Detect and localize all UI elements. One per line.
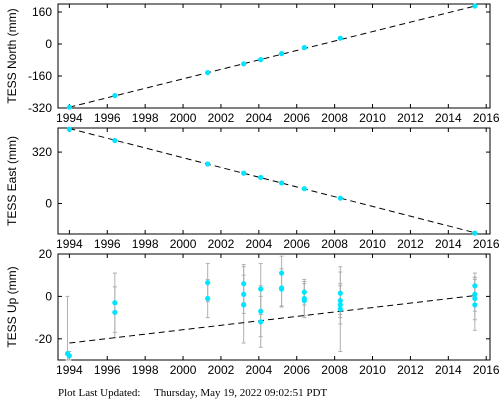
north-xtick-label: 2006 xyxy=(283,111,310,125)
up-data-point xyxy=(337,302,343,308)
east-xtick-label: 1994 xyxy=(56,237,83,251)
up-data-point xyxy=(472,295,478,302)
north-data-point xyxy=(258,57,264,63)
east-ylabel: TESS East (mm) xyxy=(5,136,19,226)
up-data-point xyxy=(337,290,343,296)
up-data-point xyxy=(241,302,247,308)
up-data-point xyxy=(301,298,307,304)
east-data-point xyxy=(258,174,264,181)
north-data-point xyxy=(472,3,478,9)
north-frame xyxy=(57,3,491,109)
up-xtick-label: 2016 xyxy=(473,363,500,377)
up-data-point xyxy=(472,302,478,308)
up-data-point xyxy=(112,300,118,306)
up-ytick-label: -20 xyxy=(35,332,53,346)
north-data-point xyxy=(337,35,343,41)
east-trend-line xyxy=(69,127,477,234)
up-xtick-label: 2004 xyxy=(245,363,272,377)
east-xtick-label: 1998 xyxy=(132,237,159,251)
up-data-point xyxy=(258,286,264,292)
east-data-point xyxy=(112,137,118,144)
east-frame xyxy=(57,127,491,235)
north-xtick-label: 2016 xyxy=(473,111,500,125)
up-xtick-label: 2006 xyxy=(283,363,310,377)
east-xtick-label: 2016 xyxy=(473,237,500,251)
north-xtick-label: 2012 xyxy=(397,111,424,125)
east-xtick-label: 2012 xyxy=(397,237,424,251)
up-data-point xyxy=(258,308,264,314)
up-ytick-label: 20 xyxy=(39,247,53,261)
up-data-point xyxy=(301,289,307,295)
east-data-point xyxy=(301,186,307,192)
east-xtick-label: 2008 xyxy=(321,237,348,251)
up-data-point xyxy=(241,281,247,287)
up-xtick-label: 2000 xyxy=(170,363,197,377)
east-xtick-label: 2010 xyxy=(359,237,386,251)
up-data-point xyxy=(472,291,478,297)
up-ylabel: TESS Up (mm) xyxy=(5,266,19,347)
up-data-point xyxy=(278,270,285,276)
east-xtick-label: 2004 xyxy=(245,237,272,251)
north-xtick-label: 2004 xyxy=(245,111,272,125)
up-xtick-label: 2010 xyxy=(359,363,386,377)
up-data-point xyxy=(258,319,264,325)
up-xtick-label: 2012 xyxy=(397,363,424,377)
north-xtick-label: 2002 xyxy=(208,111,235,125)
north-data-point xyxy=(112,93,118,99)
north-ytick-label: -320 xyxy=(28,101,52,115)
up-data-point xyxy=(205,280,211,286)
up-data-point xyxy=(241,291,247,297)
up-data-point xyxy=(337,298,343,304)
east-data-point xyxy=(66,126,72,132)
north-data-point xyxy=(301,45,307,51)
up-frame xyxy=(57,253,491,361)
up-data-point xyxy=(205,295,211,302)
north-xtick-label: 2014 xyxy=(435,111,462,125)
up-data-point xyxy=(66,353,72,359)
up-ytick-label: 0 xyxy=(45,289,52,303)
east-xtick-label: 2002 xyxy=(208,237,235,251)
north-trend-line xyxy=(69,5,477,108)
north-ylabel: TESS North (mm) xyxy=(5,8,19,103)
up-xtick-label: 1998 xyxy=(132,363,159,377)
north-xtick-label: 1996 xyxy=(94,111,121,125)
north-ytick-label: -160 xyxy=(28,69,52,83)
north-data-point xyxy=(278,51,285,57)
east-data-point xyxy=(472,230,478,236)
up-xtick-label: 1996 xyxy=(94,363,121,377)
east-xtick-label: 2000 xyxy=(170,237,197,251)
north-xtick-label: 1998 xyxy=(132,111,159,125)
north-ytick-label: 0 xyxy=(45,37,52,51)
east-ytick-label: 0 xyxy=(45,196,52,210)
east-data-point xyxy=(241,170,247,176)
east-data-point xyxy=(278,180,285,186)
north-data-point xyxy=(66,104,72,110)
up-data-point xyxy=(337,306,343,312)
east-data-point xyxy=(205,161,211,167)
north-xtick-label: 1994 xyxy=(56,111,83,125)
up-xtick-label: 2008 xyxy=(321,363,348,377)
east-data-point xyxy=(337,195,343,201)
east-xtick-label: 1996 xyxy=(94,237,121,251)
north-xtick-label: 2008 xyxy=(321,111,348,125)
up-data-point xyxy=(278,286,285,292)
north-ytick-label: 160 xyxy=(32,5,52,19)
east-xtick-label: 2006 xyxy=(283,237,310,251)
up-data-point xyxy=(112,309,118,315)
north-xtick-label: 2000 xyxy=(170,111,197,125)
up-xtick-label: 2002 xyxy=(208,363,235,377)
north-xtick-label: 2010 xyxy=(359,111,386,125)
up-xtick-label: 1994 xyxy=(56,363,83,377)
north-data-point xyxy=(205,70,211,76)
up-trend-line xyxy=(69,294,477,344)
up-xtick-label: 2014 xyxy=(435,363,462,377)
up-data-point xyxy=(472,283,478,289)
north-data-point xyxy=(241,61,247,67)
east-ytick-label: 320 xyxy=(32,145,52,159)
east-xtick-label: 2014 xyxy=(435,237,462,251)
